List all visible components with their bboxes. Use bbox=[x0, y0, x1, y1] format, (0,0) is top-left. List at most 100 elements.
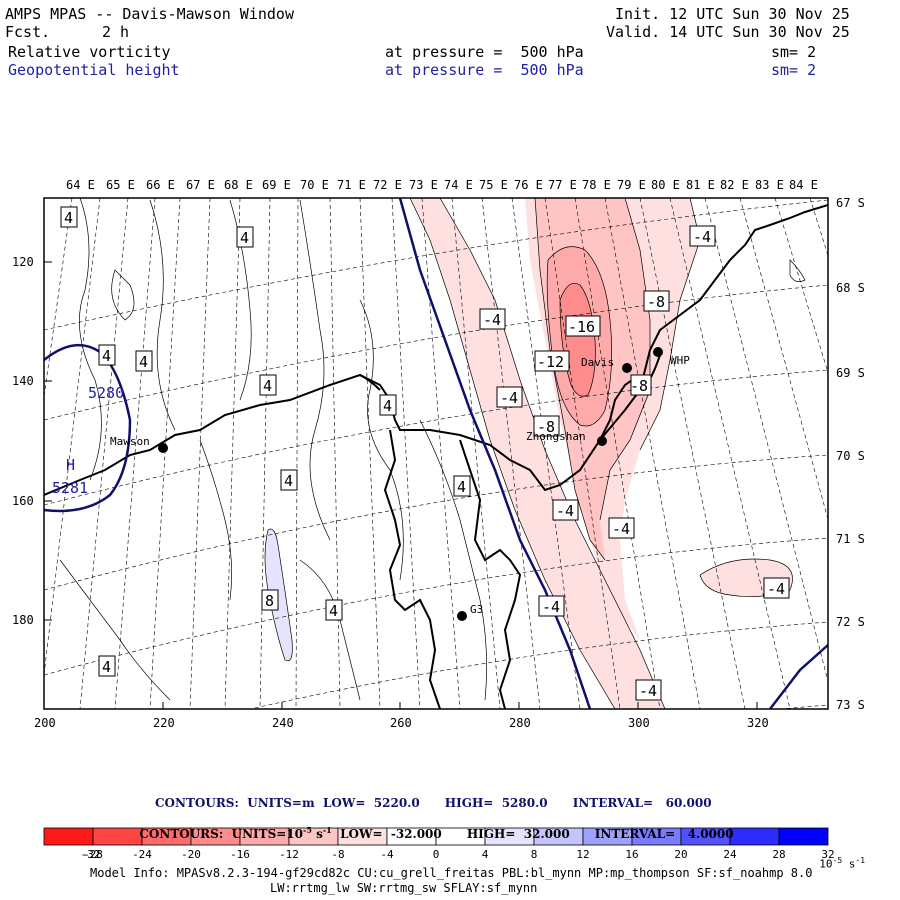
vorticity-units-s: s bbox=[311, 827, 323, 841]
colorbar-units-exp: -5 bbox=[832, 856, 843, 865]
svg-text:4: 4 bbox=[64, 209, 73, 227]
vorticity-fill-plus8 bbox=[264, 528, 293, 662]
station-marker-zhongshan bbox=[597, 436, 607, 446]
vorticity-contour-prefix: CONTOURS: UNITS=10 bbox=[139, 827, 303, 841]
lon-label: 74 E bbox=[444, 178, 473, 192]
svg-text:4: 4 bbox=[102, 347, 111, 365]
model-info-line2: LW:rrtmg_lw SW:rrtmg_sw SFLAY:sf_mynn bbox=[270, 881, 538, 895]
station-marker-g3 bbox=[457, 611, 467, 621]
field-vorticity: Relative vorticity bbox=[8, 43, 171, 61]
lon-label: 84 E bbox=[789, 178, 818, 192]
colorbar-tick-label: -32 bbox=[81, 848, 101, 861]
lon-label: 75 E bbox=[479, 178, 508, 192]
stations: Mawson Davis WHP Zhongshan G3 bbox=[110, 347, 690, 621]
colorbar-units-exp2: -1 bbox=[855, 856, 866, 865]
y-label: 160 bbox=[12, 494, 34, 508]
lon-label: 66 E bbox=[146, 178, 175, 192]
svg-text:-4: -4 bbox=[542, 598, 560, 616]
height-label-5280: 5280 bbox=[88, 384, 124, 402]
lat-label: 70 S bbox=[836, 449, 865, 463]
bottom-axis-labels: 200 220 240 260 280 300 320 bbox=[34, 716, 769, 730]
vort-label-box: -4 bbox=[496, 386, 523, 408]
x-label: 320 bbox=[747, 716, 769, 730]
colorbar-swatch bbox=[43, 827, 94, 846]
vort-label-box: -4 bbox=[608, 517, 635, 539]
station-marker-whp bbox=[653, 347, 663, 357]
colorbar-tick-label: 20 bbox=[674, 848, 687, 861]
svg-text:-4: -4 bbox=[693, 228, 711, 246]
right-latitude-labels: 67 S 68 S 69 S 70 S 71 S 72 S 73 S bbox=[836, 196, 865, 712]
vort-label-box: -8 bbox=[630, 374, 652, 396]
svg-text:4: 4 bbox=[139, 353, 148, 371]
colorbar-tick-label: 12 bbox=[576, 848, 589, 861]
svg-text:-4: -4 bbox=[500, 389, 518, 407]
lon-label: 77 E bbox=[548, 178, 577, 192]
svg-text:4: 4 bbox=[102, 658, 111, 676]
y-label: 140 bbox=[12, 374, 34, 388]
svg-text:4: 4 bbox=[284, 472, 293, 490]
colorbar-tick-label: 0 bbox=[433, 848, 440, 861]
svg-text:4: 4 bbox=[263, 377, 272, 395]
vort-label-box: -8 bbox=[533, 415, 560, 437]
svg-text:-4: -4 bbox=[767, 580, 785, 598]
lon-label: 76 E bbox=[514, 178, 543, 192]
field-height: Geopotential height bbox=[8, 61, 180, 79]
station-label-mawson: Mawson bbox=[110, 435, 150, 448]
colorbar-tick-label: 16 bbox=[625, 848, 638, 861]
y-label: 120 bbox=[12, 255, 34, 269]
colorbar-tick-label: -12 bbox=[279, 848, 299, 861]
vort-label-box: 4 bbox=[259, 374, 277, 396]
lat-label: 71 S bbox=[836, 532, 865, 546]
lon-label: 81 E bbox=[686, 178, 715, 192]
colorbar-tick-label: -16 bbox=[230, 848, 250, 861]
x-label: 200 bbox=[34, 716, 56, 730]
left-axis-labels: 120 140 160 180 bbox=[12, 255, 34, 627]
vort-label-box: -12 bbox=[534, 350, 570, 372]
colorbar-labels: -28 -24 -20 -16 -12 -8 -4 0 4 8 12 16 20 24 28 32 -32 bbox=[81, 848, 835, 861]
svg-text:8: 8 bbox=[265, 592, 274, 610]
vorticity-contour-suffix: LOW= -32.000 HIGH= 32.000 INTERVAL= 4.00… bbox=[331, 827, 734, 841]
lat-label: 73 S bbox=[836, 698, 865, 712]
x-label: 300 bbox=[628, 716, 650, 730]
vort-label-box: 8 bbox=[261, 589, 279, 611]
left-ticks bbox=[43, 261, 758, 709]
station-marker-davis bbox=[622, 363, 632, 373]
field-height-smoothing: sm= 2 bbox=[771, 61, 817, 79]
colorbar-tick-label: 28 bbox=[772, 848, 785, 861]
vort-label-box: 4 bbox=[379, 394, 397, 416]
colorbar-tick-label: -24 bbox=[132, 848, 152, 861]
map-frame bbox=[43, 197, 829, 710]
lon-label: 71 E bbox=[337, 178, 366, 192]
vort-label-box: 4 bbox=[98, 655, 116, 677]
field-vorticity-level: at pressure = 500 hPa bbox=[385, 43, 584, 61]
colorbar-tick-label: -20 bbox=[181, 848, 201, 861]
station-label-zhongshan: Zhongshan bbox=[526, 430, 586, 443]
colorbar-tick-label: -4 bbox=[380, 848, 394, 861]
vorticity-units-exp2: -1 bbox=[322, 825, 332, 835]
vort-label-box: 4 bbox=[453, 475, 471, 497]
height-labels: 5280 H 5281 bbox=[52, 384, 124, 497]
lon-label: 67 E bbox=[186, 178, 215, 192]
vort-label-box: 4 bbox=[280, 469, 298, 491]
colorbar-tick-label: 24 bbox=[723, 848, 737, 861]
high-center-label: H bbox=[66, 456, 75, 474]
map-content bbox=[44, 198, 828, 709]
vorticity-labels: 4 4 4 4 4 4 4 4 4 4 8 -4 -4 -4 -4 -4 -4 … bbox=[60, 206, 790, 701]
svg-text:4: 4 bbox=[240, 229, 249, 247]
vort-label-box: -4 bbox=[479, 308, 506, 330]
svg-text:-12: -12 bbox=[537, 353, 564, 371]
colorbar-tick-label: 4 bbox=[482, 848, 489, 861]
colorbar-tick-label: 32 bbox=[821, 848, 834, 861]
colorbar-swatch bbox=[729, 827, 780, 846]
lon-label: 78 E bbox=[582, 178, 611, 192]
colorbar-units-s: s bbox=[842, 857, 856, 871]
lon-label: 69 E bbox=[262, 178, 291, 192]
lon-label: 73 E bbox=[409, 178, 438, 192]
x-label: 280 bbox=[509, 716, 531, 730]
vort-label-box: -4 bbox=[552, 499, 579, 521]
colorbar-tick-label: -8 bbox=[331, 848, 344, 861]
svg-text:-4: -4 bbox=[556, 502, 574, 520]
lon-label: 82 E bbox=[720, 178, 749, 192]
svg-text:4: 4 bbox=[329, 602, 338, 620]
vorticity-contour-info: CONTOURS: UNITS=10-5 s-1 LOW= -32.000 HI… bbox=[131, 811, 734, 841]
